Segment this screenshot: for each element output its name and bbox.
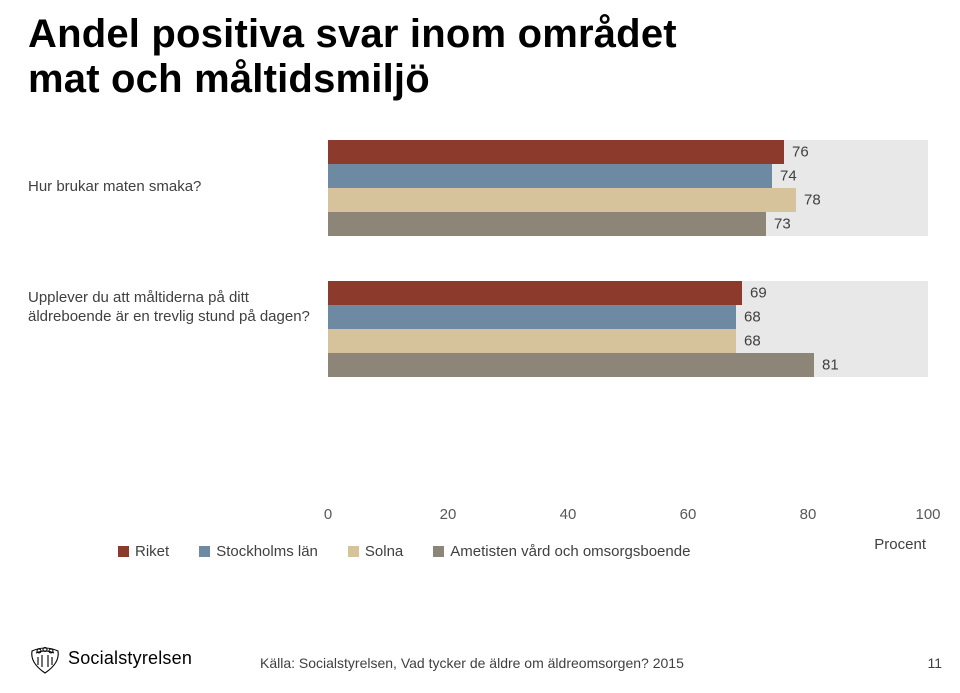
legend-label: Ametisten vård och omsorgsboende xyxy=(450,543,690,560)
legend-swatch xyxy=(433,546,444,557)
bar xyxy=(328,212,766,236)
bar-value-label: 81 xyxy=(822,357,839,374)
bar-value-label: 78 xyxy=(804,192,821,209)
slide-footer: Socialstyrelsen Källa: Socialstyrelsen, … xyxy=(0,635,960,693)
bar xyxy=(328,281,742,305)
legend-label: Stockholms län xyxy=(216,543,318,560)
title-line-1: Andel positiva svar inom området xyxy=(28,12,677,56)
chart-container: 0204060801007674787369686881 RiketStockh… xyxy=(28,130,932,570)
crown-crest-icon xyxy=(28,641,62,675)
bar-value-label: 74 xyxy=(780,168,797,185)
bar xyxy=(328,329,736,353)
bar xyxy=(328,353,814,377)
legend-item: Riket xyxy=(118,543,169,560)
bar-group: 76 74 78 73 xyxy=(328,140,928,236)
bar-value-label: 68 xyxy=(744,309,761,326)
legend-label: Solna xyxy=(365,543,403,560)
page-number: 11 xyxy=(927,655,942,671)
chart-plot-area: 0204060801007674787369686881 xyxy=(328,130,928,500)
x-tick-label: 0 xyxy=(324,506,332,523)
chart-legend: Riket Stockholms län Solna Ametisten vård o… xyxy=(118,538,898,564)
x-tick-label: 60 xyxy=(680,506,697,523)
bar xyxy=(328,305,736,329)
x-axis-label: Procent xyxy=(874,536,926,553)
legend-swatch xyxy=(118,546,129,557)
bar-value-label: 73 xyxy=(774,216,791,233)
bar xyxy=(328,140,784,164)
legend-swatch xyxy=(348,546,359,557)
source-citation: Källa: Socialstyrelsen, Vad tycker de äl… xyxy=(260,655,684,671)
x-tick-label: 20 xyxy=(440,506,457,523)
bar-value-label: 76 xyxy=(792,144,809,161)
legend-item: Solna xyxy=(348,543,403,560)
slide: Andel positiva svar inom området mat och… xyxy=(0,0,960,693)
category-label: Upplever du att måltiderna på ditt äldre… xyxy=(28,289,318,327)
x-tick-label: 40 xyxy=(560,506,577,523)
bar-group: 69 68 68 81 xyxy=(328,281,928,377)
legend-swatch xyxy=(199,546,210,557)
legend-label: Riket xyxy=(135,543,169,560)
bar xyxy=(328,188,796,212)
category-label: Hur brukar maten smaka? xyxy=(28,178,318,197)
page-title: Andel positiva svar inom området mat och… xyxy=(28,12,677,102)
legend-item: Stockholms län xyxy=(199,543,318,560)
x-tick-label: 100 xyxy=(915,506,940,523)
bar xyxy=(328,164,772,188)
socialstyrelsen-logo: Socialstyrelsen xyxy=(28,641,192,675)
bar-value-label: 69 xyxy=(750,285,767,302)
logo-text: Socialstyrelsen xyxy=(68,648,192,669)
bar-value-label: 68 xyxy=(744,333,761,350)
legend-item: Ametisten vård och omsorgsboende xyxy=(433,543,690,560)
x-tick-label: 80 xyxy=(800,506,817,523)
title-line-2: mat och måltidsmiljö xyxy=(28,57,430,101)
